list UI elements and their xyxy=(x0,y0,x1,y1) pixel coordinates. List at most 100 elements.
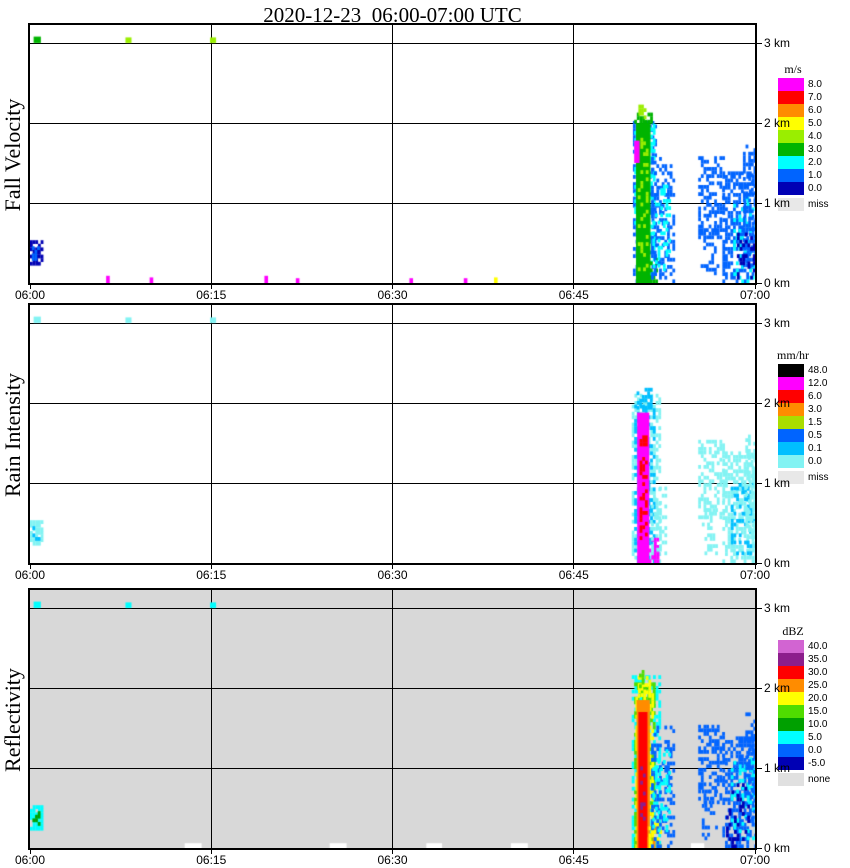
colorbar-entry: 4.0 xyxy=(778,130,848,143)
time-tick-mark xyxy=(29,850,31,854)
colorbar-entry: 0.0 xyxy=(778,455,848,468)
rain-intensity-heatmap xyxy=(30,305,755,563)
colorbar-swatch xyxy=(778,666,804,679)
colorbar-entry: 20.0 xyxy=(778,692,848,705)
height-tick-label: 2 km xyxy=(764,681,791,695)
colorbar-swatch xyxy=(778,442,804,455)
colorbar-swatch xyxy=(778,143,804,156)
colorbar-swatch xyxy=(778,718,804,731)
colorbar-swatch xyxy=(778,364,804,377)
colorbar-swatch xyxy=(778,198,804,211)
colorbar-entry: 40.0 xyxy=(778,640,848,653)
colorbar-entry: 3.0 xyxy=(778,143,848,156)
colorbar-entry-label: 0.0 xyxy=(808,183,822,194)
colorbar-entry-label: 30.0 xyxy=(808,667,828,678)
time-tick-label: 06:15 xyxy=(196,853,227,867)
height-tick-label: 3 km xyxy=(764,601,791,615)
height-tick-label: 1 km xyxy=(764,196,791,210)
reflectivity-panel xyxy=(28,588,757,850)
colorbar-swatch xyxy=(778,182,804,195)
time-tick-label: 07:00 xyxy=(739,853,771,867)
height-tick-label: 1 km xyxy=(764,476,791,490)
colorbar-entry-label: 6.0 xyxy=(808,105,822,116)
colorbar-swatch xyxy=(778,653,804,666)
height-tick-mark xyxy=(757,687,762,689)
colorbar-entry-label: 15.0 xyxy=(808,706,828,717)
colorbar-entry: 35.0 xyxy=(778,653,848,666)
height-tick-label: 2 km xyxy=(764,116,791,130)
colorbar-entry: 1.5 xyxy=(778,416,848,429)
colorbar-swatch xyxy=(778,78,804,91)
time-tick-label: 06:30 xyxy=(377,853,408,867)
height-tick-mark xyxy=(757,122,762,124)
colorbar-swatch xyxy=(778,104,804,117)
height-tick-label: 2 km xyxy=(764,396,791,410)
colorbar-entry-label: 0.5 xyxy=(808,430,822,441)
colorbar-entry: 5.0 xyxy=(778,117,848,130)
reflectivity-time-axis: 06:00 06:15 06:30 06:45 07:00 xyxy=(0,850,850,867)
colorbar-entry: miss xyxy=(778,471,848,484)
colorbar-swatch xyxy=(778,377,804,390)
time-tick-mark xyxy=(29,565,31,569)
height-tick-mark xyxy=(757,402,762,404)
height-tick-mark xyxy=(757,42,762,44)
reflectivity-colorbar: dBZ 40.0 35.0 30.0 25.0 20.0 15.0 10.0 5.0 0.0 -5.… xyxy=(778,624,848,786)
fall-velocity-colorbar: m/s 8.0 7.0 6.0 5.0 4.0 3.0 2.0 1.0 0.0 miss xyxy=(778,62,848,211)
colorbar-swatch xyxy=(778,757,804,770)
colorbar-swatch xyxy=(778,692,804,705)
colorbar-entry-label: 25.0 xyxy=(808,680,828,691)
colorbar-entry-label: 1.0 xyxy=(808,170,822,181)
colorbar-entry-label: 5.0 xyxy=(808,118,822,129)
time-tick-mark xyxy=(754,285,756,289)
height-tick-label: 0 km xyxy=(764,276,791,290)
colorbar-entry: miss xyxy=(778,198,848,211)
colorbar-entry: 25.0 xyxy=(778,679,848,692)
height-tick-mark xyxy=(757,767,762,769)
colorbar-unit-label: dBZ xyxy=(782,624,804,638)
colorbar-entry: 5.0 xyxy=(778,731,848,744)
colorbar-swatch xyxy=(778,773,804,786)
time-tick-label: 06:15 xyxy=(196,288,227,302)
time-tick-mark xyxy=(573,850,575,854)
colorbar-swatch xyxy=(778,169,804,182)
colorbar-entry: 7.0 xyxy=(778,91,848,104)
colorbar-entry-label: 0.1 xyxy=(808,443,822,454)
time-tick-mark xyxy=(754,850,756,854)
colorbar-swatch xyxy=(778,705,804,718)
height-tick-label: 3 km xyxy=(764,36,791,50)
height-tick-mark xyxy=(757,847,762,849)
height-tick-mark xyxy=(757,562,762,564)
colorbar-entry-label: 3.0 xyxy=(808,144,822,155)
colorbar-entry-label: -5.0 xyxy=(808,758,826,769)
time-tick-mark xyxy=(210,850,212,854)
colorbar-entry: 0.0 xyxy=(778,744,848,757)
colorbar-swatch xyxy=(778,429,804,442)
height-tick-label: 3 km xyxy=(764,316,791,330)
colorbar-unit-label: m/s xyxy=(784,62,802,76)
colorbar-entry-label: 35.0 xyxy=(808,654,828,665)
colorbar-entry: 48.0 xyxy=(778,364,848,377)
time-tick-mark xyxy=(210,565,212,569)
fall-velocity-panel xyxy=(28,23,757,285)
colorbar-entry: 3.0 xyxy=(778,403,848,416)
colorbar-entry-label: 0.0 xyxy=(808,745,822,756)
colorbar-swatch xyxy=(778,744,804,757)
colorbar-swatch xyxy=(778,731,804,744)
colorbar-entry-label: 7.0 xyxy=(808,92,822,103)
time-tick-label: 06:00 xyxy=(14,288,46,302)
colorbar-entry: 6.0 xyxy=(778,104,848,117)
colorbar-entry-label: 4.0 xyxy=(808,131,822,142)
colorbar-entry: 0.0 xyxy=(778,182,848,195)
colorbar-entry: 0.1 xyxy=(778,442,848,455)
time-tick-mark xyxy=(573,285,575,289)
colorbar-swatch xyxy=(778,156,804,169)
colorbar-swatch xyxy=(778,640,804,653)
time-tick-mark xyxy=(392,285,393,289)
colorbar-entry: 6.0 xyxy=(778,390,848,403)
colorbar-swatch xyxy=(778,471,804,484)
time-tick-label: 06:45 xyxy=(558,288,589,302)
height-tick-mark xyxy=(757,607,762,609)
colorbar-swatch xyxy=(778,679,804,692)
rain-intensity-time-axis: 06:00 06:15 06:30 06:45 07:00 xyxy=(0,565,850,582)
